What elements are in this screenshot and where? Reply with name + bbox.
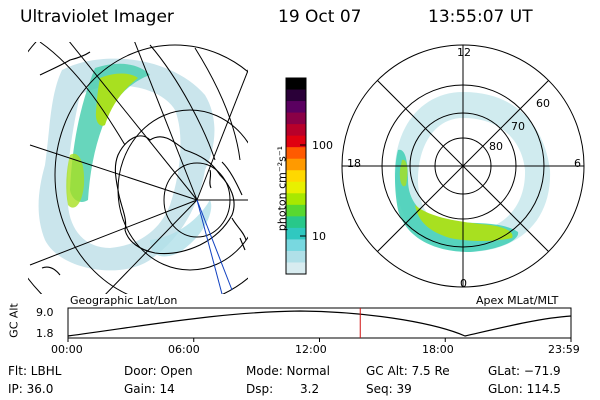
info-glat: GLat: −71.9: [488, 364, 561, 378]
timeline-ytick-1-8: 1.8: [36, 327, 54, 340]
mlt-label-18: 18: [347, 157, 361, 170]
time-label: 13:55:07 UT: [428, 7, 533, 27]
orbit-timeline: [67, 307, 572, 342]
colorbar-cell: [286, 181, 306, 194]
colorbar-tick-10: 10: [312, 230, 326, 243]
track-lines: [196, 199, 233, 294]
colorbar-cell: [286, 193, 306, 206]
info-mode: Mode: Normal: [246, 364, 330, 378]
info-gc-alt: GC Alt: 7.5 Re: [366, 364, 450, 378]
colorbar-cell: [286, 239, 306, 252]
info-glon: GLon: 114.5: [488, 382, 561, 396]
mlat-label-70: 70: [511, 120, 525, 133]
info-filter: Flt: LBHL: [8, 364, 62, 378]
info-door: Door: Open: [124, 364, 193, 378]
mlat-label-80: 80: [489, 140, 503, 153]
mlat-label-60: 60: [536, 97, 550, 110]
geographic-map: [28, 42, 248, 294]
colorbar-cell: [286, 124, 306, 137]
info-dsp-value: 3.2: [300, 382, 320, 396]
timeline-xtick-1200: 12:00: [295, 343, 327, 356]
timeline-xtick-2359: 23:59: [548, 343, 580, 356]
mlt-label-0: 0: [460, 277, 467, 290]
info-gain: Gain: 14: [124, 382, 175, 396]
colorbar-cell: [286, 227, 306, 240]
colorbar-cell: [286, 147, 306, 160]
colorbar-cell: [286, 204, 306, 217]
graticule: [28, 42, 248, 294]
colorbar-cell: [286, 78, 306, 91]
coastlines: [39, 51, 247, 276]
colorbar-cell: [286, 158, 306, 171]
colorbar-cell: [286, 262, 306, 275]
info-seq: Seq: 39: [366, 382, 412, 396]
info-dsp-label: Dsp:: [246, 382, 274, 396]
colorbar-tick-100: 100: [312, 139, 333, 152]
colorbar: [285, 77, 307, 275]
timeline-xtick-0600: 06:00: [168, 343, 200, 356]
mlt-label-6: 6: [574, 157, 581, 170]
colorbar-cell: [286, 170, 306, 183]
info-ip: IP: 36.0: [8, 382, 54, 396]
timeline-y-label: GC Alt: [7, 303, 21, 338]
colorbar-cell: [286, 89, 306, 102]
colorbar-cell: [286, 216, 306, 229]
colorbar-cell: [286, 112, 306, 125]
apex-grid: [341, 44, 585, 288]
colorbar-cell: [286, 101, 306, 114]
aurora-oval-geographic: [38, 58, 215, 271]
timeline-xtick-1800: 18:00: [422, 343, 454, 356]
app-title: Ultraviolet Imager: [20, 7, 174, 27]
right-map-caption: Apex MLat/MLT: [476, 294, 559, 307]
colorbar-cell: [286, 135, 306, 148]
colorbar-cell: [286, 250, 306, 263]
date-label: 19 Oct 07: [278, 7, 362, 27]
colorbar-unit-label: photon cm⁻²s⁻¹: [275, 145, 289, 232]
left-map-caption: Geographic Lat/Lon: [70, 294, 178, 307]
timeline-ytick-9: 9.0: [36, 306, 54, 319]
timeline-xtick-0000: 00:00: [51, 343, 83, 356]
mlt-label-12: 12: [457, 46, 471, 59]
